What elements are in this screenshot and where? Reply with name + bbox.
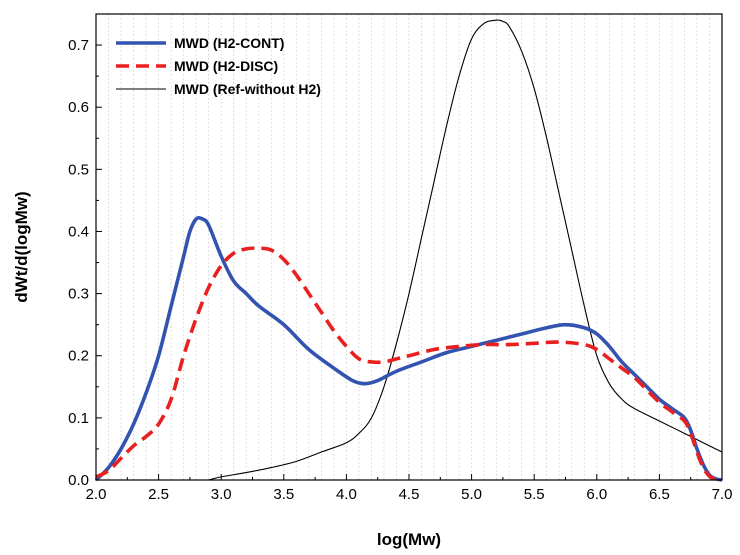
x-tick-label: 2.0	[86, 486, 107, 503]
y-axis-title: dWt/d(logMw)	[12, 191, 31, 302]
legend-label-3: MWD (Ref-without H2)	[174, 81, 321, 97]
legend-label-2: MWD (H2-DISC)	[174, 58, 278, 74]
x-tick-label: 6.5	[649, 486, 670, 503]
x-tick-label: 5.0	[461, 486, 482, 503]
series-line-2	[95, 246, 723, 482]
x-tick-label: 4.5	[399, 486, 420, 503]
y-tick-label: 0.3	[68, 286, 89, 303]
x-tick-label: 2.5	[148, 486, 169, 503]
y-tick-label: 0.0	[68, 472, 89, 489]
x-tick-label: 3.5	[273, 486, 294, 503]
series-lines	[94, 19, 723, 482]
x-tick-label: 4.0	[336, 486, 357, 503]
axes: 2.0 2.5 3.0 3.5 4.0 4.5 5.0 5.5 6.0 6.5 7.0 0.0 0.1 0…	[68, 13, 733, 503]
grid-lines	[108, 14, 710, 480]
legend: MWD (H2-CONT) MWD (H2-DISC) MWD (Ref-witho…	[116, 35, 321, 97]
y-tick-label: 0.5	[68, 161, 89, 178]
x-tick-label: 7.0	[712, 486, 733, 503]
x-tick-label: 6.0	[586, 486, 607, 503]
x-tick-label: 3.0	[211, 486, 232, 503]
series-line-3	[208, 19, 723, 481]
y-tick-label: 0.4	[68, 223, 89, 240]
x-axis-title: log(Mw)	[377, 530, 441, 549]
y-tick-label: 0.7	[68, 37, 89, 54]
series-line-1	[94, 216, 723, 482]
y-tick-label: 0.1	[68, 410, 89, 427]
y-tick-label: 0.6	[68, 99, 89, 116]
y-tick-label: 0.2	[68, 348, 89, 365]
x-tick-label: 5.5	[524, 486, 545, 503]
legend-label-1: MWD (H2-CONT)	[174, 35, 284, 51]
